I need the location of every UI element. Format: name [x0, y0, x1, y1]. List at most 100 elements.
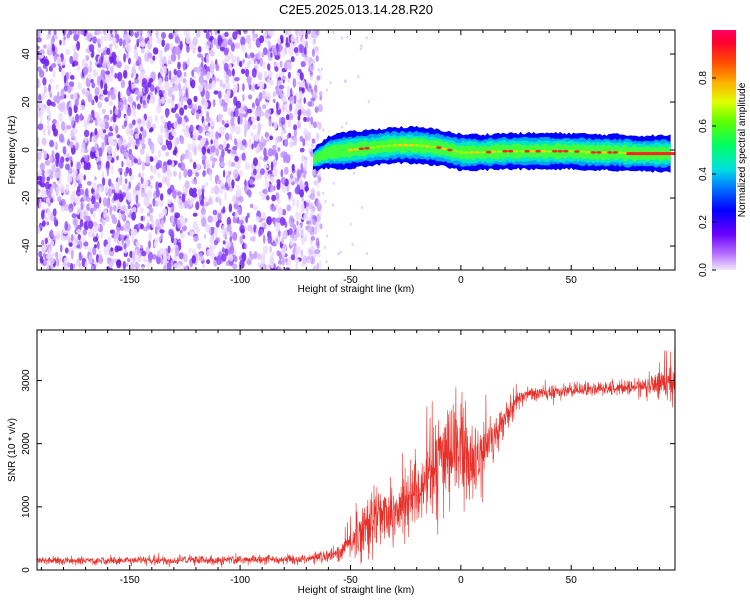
noise-blob — [155, 162, 160, 170]
noise-blob — [273, 120, 278, 130]
noise-blob — [91, 99, 95, 106]
snr-xtick-label: 0 — [458, 575, 464, 586]
noise-blob — [360, 44, 363, 48]
noise-blob — [79, 218, 84, 228]
noise-blob — [108, 43, 113, 48]
noise-blob — [306, 216, 311, 221]
noise-blob — [283, 129, 287, 134]
noise-blob — [179, 200, 183, 206]
noise-blob — [278, 84, 285, 90]
noise-blob — [200, 200, 204, 206]
noise-blob — [223, 105, 228, 112]
noise-blob — [141, 161, 146, 171]
noise-blob — [78, 173, 84, 182]
noise-blob — [139, 72, 145, 77]
noise-blob — [233, 202, 239, 210]
noise-blob — [61, 69, 65, 78]
noise-blob — [166, 176, 170, 184]
noise-blob — [281, 176, 286, 185]
noise-blob — [192, 161, 197, 170]
noise-blob — [178, 252, 185, 260]
noise-blob — [142, 227, 149, 232]
noise-blob — [128, 136, 133, 143]
noise-blob — [161, 39, 166, 47]
noise-blob — [190, 79, 196, 89]
noise-blob — [124, 115, 128, 122]
noise-blob — [72, 30, 77, 35]
noise-blob — [192, 224, 199, 230]
noise-blob — [299, 147, 305, 153]
noise-blob — [41, 210, 45, 220]
noise-blob — [62, 30, 66, 36]
noise-blob — [309, 202, 314, 210]
noise-blob — [110, 30, 113, 34]
noise-blob — [77, 185, 81, 193]
noise-blob — [228, 133, 233, 141]
noise-blob — [210, 59, 215, 69]
noise-blob — [218, 187, 224, 194]
noise-blob — [197, 163, 201, 170]
noise-blob — [269, 176, 275, 184]
noise-blob — [208, 130, 214, 140]
noise-blob — [102, 129, 107, 134]
noise-blob — [140, 223, 144, 230]
noise-blob — [185, 149, 188, 155]
noise-blob — [308, 194, 313, 199]
noise-blob — [119, 226, 125, 231]
signal-peak — [541, 149, 547, 153]
noise-blob — [72, 218, 78, 226]
noise-blob — [215, 131, 219, 140]
noise-blob — [271, 263, 274, 269]
noise-blob — [187, 57, 190, 66]
noise-blob — [188, 247, 192, 254]
noise-blob — [212, 216, 218, 223]
noise-blob — [60, 244, 63, 253]
noise-blob — [140, 215, 144, 221]
noise-blob — [91, 213, 96, 218]
noise-blob — [91, 196, 96, 205]
noise-blob — [251, 68, 257, 78]
noise-blob — [187, 169, 193, 178]
noise-blob — [107, 236, 112, 246]
noise-blob — [152, 254, 157, 260]
noise-blob — [297, 115, 301, 121]
noise-blob — [241, 252, 247, 262]
noise-blob — [180, 97, 183, 108]
noise-blob — [134, 263, 141, 268]
noise-blob — [56, 258, 60, 267]
noise-blob — [113, 192, 117, 201]
noise-blob — [279, 216, 285, 226]
noise-blob — [270, 267, 276, 270]
noise-blob — [195, 172, 200, 177]
noise-blob — [276, 199, 281, 204]
noise-blob — [59, 184, 65, 194]
noise-blob — [323, 245, 327, 249]
noise-blob — [181, 224, 187, 232]
noise-blob — [304, 233, 308, 243]
noise-blob — [229, 236, 233, 243]
noise-blob — [113, 235, 117, 243]
noise-blob — [49, 139, 54, 148]
noise-blob — [90, 79, 94, 84]
noise-blob — [296, 170, 302, 179]
noise-blob — [216, 77, 220, 82]
noise-blob — [258, 92, 263, 102]
noise-blob — [258, 229, 262, 237]
noise-blob — [160, 193, 164, 201]
noise-blob — [86, 180, 92, 186]
noise-blob — [160, 258, 164, 265]
noise-blob — [295, 103, 301, 111]
noise-blob — [344, 79, 347, 83]
noise-blob — [225, 74, 229, 84]
noise-blob — [141, 172, 145, 179]
noise-blob — [115, 191, 120, 201]
noise-blob — [103, 55, 110, 64]
noise-blob — [42, 128, 47, 136]
signal-peak — [452, 149, 458, 153]
noise-blob — [301, 155, 305, 163]
colorbar-tick-label: 0.6 — [698, 119, 709, 133]
noise-blob — [127, 95, 133, 103]
noise-blob — [85, 78, 91, 88]
noise-blob — [270, 258, 274, 263]
